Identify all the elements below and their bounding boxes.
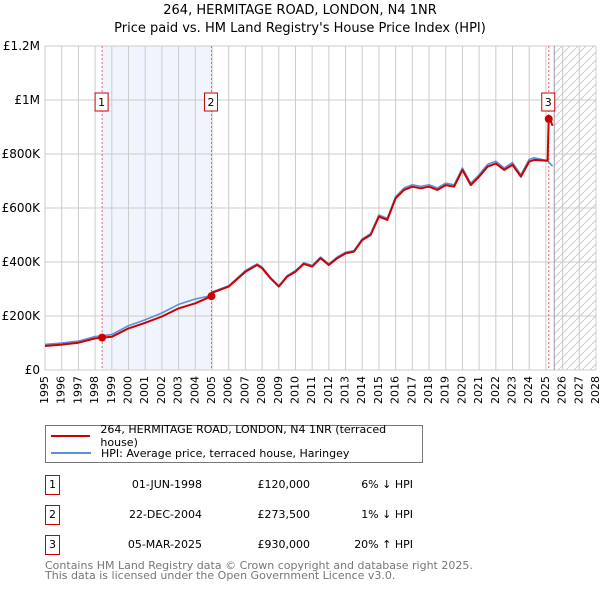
price-paid-line bbox=[44, 117, 554, 347]
legend-label-hpi: HPI: Average price, terraced house, Hari… bbox=[101, 446, 350, 460]
x-tick-label: 2004 bbox=[188, 376, 201, 404]
transaction-price: £930,000 bbox=[257, 538, 311, 551]
transaction-hpi-diff: 6% ↓ HPI bbox=[361, 478, 413, 491]
y-tick-label: £800K bbox=[2, 147, 42, 161]
sale-label-text: 3 bbox=[545, 96, 552, 109]
transaction-row: 2 22-DEC-2004 £273,500 1% ↓ HPI bbox=[45, 505, 445, 525]
x-tick-label: 2020 bbox=[455, 376, 468, 404]
x-tick-label: 2022 bbox=[489, 376, 502, 404]
chart-title: 264, HERMITAGE ROAD, LONDON, N4 1NR bbox=[163, 3, 437, 18]
x-tick-label: 2005 bbox=[205, 376, 218, 404]
transaction-hpi-diff: 20% ↑ HPI bbox=[354, 538, 413, 551]
sale-point bbox=[98, 333, 107, 342]
transaction-price: £273,500 bbox=[257, 508, 311, 521]
x-tick-label: 2017 bbox=[405, 376, 418, 404]
footer-licence: This data is licensed under the Open Gov… bbox=[45, 569, 396, 582]
y-tick-label: £0 bbox=[25, 363, 40, 377]
transaction-price: £120,000 bbox=[257, 478, 311, 491]
x-tick-label: 2012 bbox=[322, 376, 335, 404]
sale-label: 2 bbox=[203, 92, 218, 112]
x-tick-label: 2027 bbox=[572, 376, 585, 404]
transaction-badge: 3 bbox=[45, 535, 60, 555]
x-tick-label: 2021 bbox=[472, 376, 485, 404]
x-tick-label: 2019 bbox=[439, 376, 452, 404]
legend-swatch-hpi bbox=[51, 452, 91, 454]
legend-swatch-property bbox=[51, 435, 91, 437]
x-tick-label: 2024 bbox=[522, 376, 535, 404]
x-tick-label: 1995 bbox=[38, 376, 51, 404]
transaction-row: 1 01-JUN-1998 £120,000 6% ↓ HPI bbox=[45, 475, 445, 495]
y-tick-label: £1.2M bbox=[3, 39, 40, 53]
transaction-badge: 1 bbox=[45, 475, 60, 495]
x-tick-label: 2028 bbox=[589, 376, 600, 404]
x-tick-label: 2016 bbox=[389, 376, 402, 404]
x-tick-label: 2003 bbox=[172, 376, 185, 404]
chart-subtitle: Price paid vs. HM Land Registry's House … bbox=[114, 21, 486, 36]
hpi-line bbox=[44, 157, 554, 346]
x-tick-label: 2006 bbox=[222, 376, 235, 404]
y-tick-label: £1M bbox=[14, 93, 40, 107]
x-tick-label: 2015 bbox=[372, 376, 385, 404]
sale-label-text: 2 bbox=[207, 96, 214, 109]
plot-area: 1995 1996 1997 1998 1999 2000 2001 2002 2003 2004… bbox=[2, 39, 600, 404]
legend: 264, HERMITAGE ROAD, LONDON, N4 1NR (ter… bbox=[45, 423, 423, 463]
x-tick-label: 1998 bbox=[88, 376, 101, 404]
y-tick-label: £200K bbox=[2, 309, 42, 323]
y-tick-label: £400K bbox=[2, 255, 42, 269]
x-tick-label: 2007 bbox=[238, 376, 251, 404]
x-tick-label: 1996 bbox=[55, 376, 68, 404]
transaction-badge: 2 bbox=[45, 505, 60, 525]
sale-label-text: 1 bbox=[98, 96, 105, 109]
x-tick-label: 2026 bbox=[556, 376, 569, 404]
legend-label-property: 264, HERMITAGE ROAD, LONDON, N4 1NR (ter… bbox=[100, 423, 387, 449]
x-tick-label: 2023 bbox=[506, 376, 519, 404]
sale-label: 1 bbox=[94, 92, 109, 112]
x-tick-label: 2013 bbox=[339, 376, 352, 404]
transaction-hpi-diff: 1% ↓ HPI bbox=[361, 508, 413, 521]
sale-label-box bbox=[94, 92, 109, 112]
x-tick-label: 2025 bbox=[539, 376, 552, 404]
x-tick-label: 2001 bbox=[138, 376, 151, 404]
x-tick-label: 1997 bbox=[71, 376, 84, 404]
sale-label-box bbox=[203, 92, 218, 112]
footer-copyright: Contains HM Land Registry data © Crown c… bbox=[45, 559, 473, 572]
transaction-date: 05-MAR-2025 bbox=[127, 538, 202, 551]
x-tick-label: 2014 bbox=[355, 376, 368, 404]
x-tick-label: 2009 bbox=[272, 376, 285, 404]
sale-point bbox=[207, 292, 216, 301]
x-tick-label: 2010 bbox=[288, 376, 301, 404]
transaction-row: 3 05-MAR-2025 £930,000 20% ↑ HPI bbox=[45, 535, 445, 555]
sale-label-box bbox=[541, 92, 556, 112]
y-tick-label: £600K bbox=[2, 201, 42, 215]
sale-label: 3 bbox=[541, 92, 556, 112]
x-tick-label: 2002 bbox=[155, 376, 168, 404]
x-tick-label: 2000 bbox=[121, 376, 134, 404]
transaction-date: 01-JUN-1998 bbox=[131, 478, 202, 491]
x-tick-label: 1999 bbox=[105, 376, 118, 404]
x-tick-label: 2008 bbox=[255, 376, 268, 404]
legend-item-hpi: HPI: Average price, terraced house, Hari… bbox=[51, 445, 349, 461]
transaction-date: 22-DEC-2004 bbox=[128, 508, 202, 521]
legend-item-property: 264, HERMITAGE ROAD, LONDON, N4 1NR (ter… bbox=[51, 423, 422, 449]
x-tick-label: 2018 bbox=[422, 376, 435, 404]
x-tick-label: 2011 bbox=[305, 376, 318, 404]
sale-point bbox=[544, 114, 553, 123]
